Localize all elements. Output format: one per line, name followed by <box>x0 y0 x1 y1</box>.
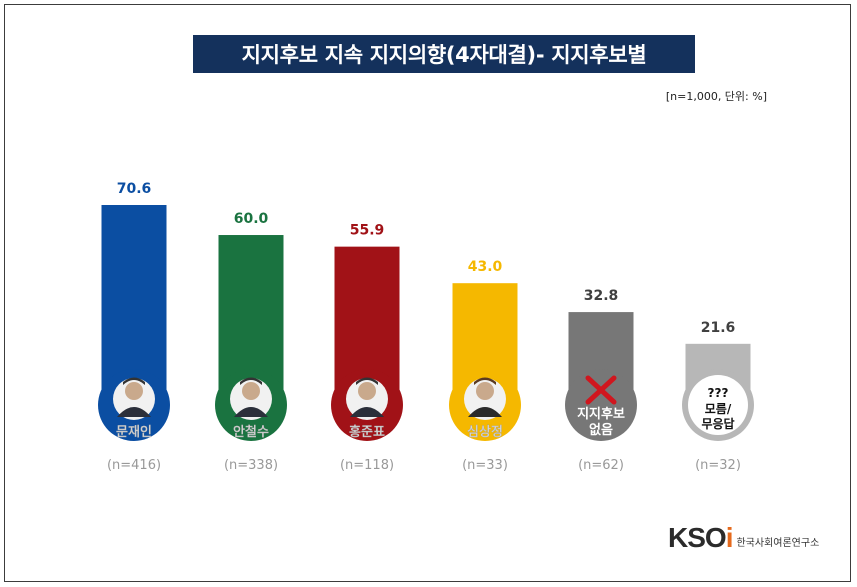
logo-text: 한국사회여론연구소 <box>736 537 820 549</box>
x-mark-icon <box>585 375 617 405</box>
value-label-3: 43.0 <box>468 259 503 275</box>
candidate-name-3: 심상정 <box>467 424 503 440</box>
sample-size-5: (n=32) <box>695 458 741 473</box>
sample-size-2: (n=118) <box>340 458 394 473</box>
bar-group-5: 21.6???모름/무응답 (n=32) <box>682 320 754 473</box>
candidate-name-1: 안철수 <box>233 424 269 440</box>
sample-size-0: (n=416) <box>107 458 161 473</box>
badge-circle-4 <box>565 369 637 441</box>
category-label-line2: 없음 <box>589 422 613 438</box>
value-label-0: 70.6 <box>117 181 152 197</box>
bar-group-1: 60.0 안철수 (n=338) <box>215 211 287 473</box>
candidate-photo-ahn <box>230 377 272 420</box>
sample-size-3: (n=33) <box>462 458 508 473</box>
value-label-2: 55.9 <box>350 223 385 239</box>
ksoi-logo: KSOi 한국사회여론연구소 <box>668 522 820 553</box>
unknown-label-line2: 무응답 <box>701 416 734 431</box>
unknown-inner-circle <box>688 375 748 435</box>
candidate-photo-moon <box>113 377 155 420</box>
unknown-label-line1: 모름/ <box>705 401 732 416</box>
sample-size-4: (n=62) <box>578 458 624 473</box>
logo-mark: KSOi <box>668 522 733 553</box>
value-label-4: 32.8 <box>584 288 619 304</box>
value-label-5: 21.6 <box>701 320 736 336</box>
sample-size-1: (n=338) <box>224 458 278 473</box>
candidate-name-0: 문재인 <box>116 424 152 440</box>
bar-group-0: 70.6 문재인 (n=416) <box>98 181 170 473</box>
category-label-line1: 지지후보 <box>577 406 625 422</box>
bar-group-3: 43.0 심상정 (n=33) <box>449 259 521 473</box>
chart-title: 지지후보 지속 지지의향(4자대결)- 지지후보별 <box>193 35 695 73</box>
bar-group-2: 55.9 홍준표 (n=118) <box>331 223 403 473</box>
value-label-1: 60.0 <box>234 211 269 227</box>
question-marks: ??? <box>708 386 729 400</box>
sample-note: [n=1,000, 단위: %] <box>665 90 767 103</box>
candidate-name-2: 홍준표 <box>349 424 385 440</box>
candidate-photo-hong <box>346 377 388 420</box>
candidate-photo-sim <box>464 377 506 420</box>
